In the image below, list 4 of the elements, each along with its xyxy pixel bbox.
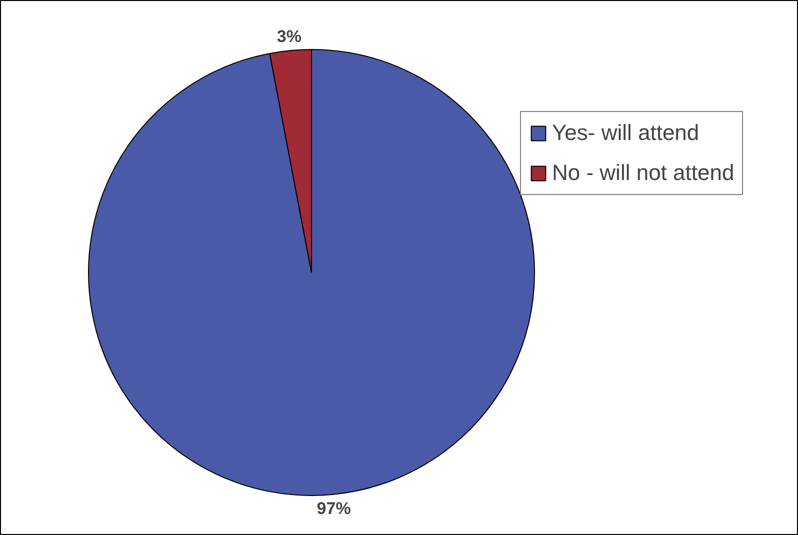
data-label: 97% <box>316 498 351 518</box>
data-label: 3% <box>276 27 302 46</box>
legend-label: Yes- will attend <box>552 120 700 146</box>
legend-label: No - will not attend <box>552 160 734 186</box>
